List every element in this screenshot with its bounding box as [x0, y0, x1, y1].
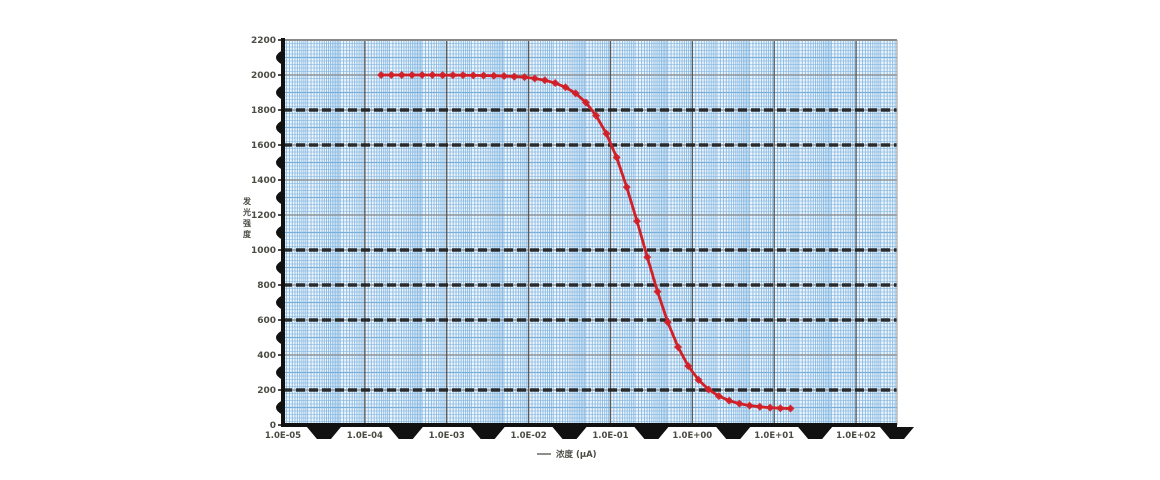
series-marker-diamond — [551, 79, 560, 88]
x-tick-label: 1.0E-02 — [510, 431, 546, 441]
y-tick-label: 800 — [257, 281, 276, 291]
series-marker-diamond — [377, 71, 386, 79]
x-major-tick — [634, 427, 669, 439]
series-marker-diamond — [735, 399, 744, 408]
y-axis-title: 强 — [243, 219, 251, 228]
series-marker-diamond — [633, 217, 642, 226]
y-major-tick — [276, 85, 282, 100]
y-tick-label: 1600 — [251, 141, 276, 151]
series-marker-diamond — [673, 342, 682, 351]
y-tick-label: 1800 — [251, 106, 276, 116]
series-marker-diamond — [766, 403, 775, 412]
x-tick-label: 1.0E-04 — [347, 431, 383, 441]
series-marker-diamond — [786, 404, 795, 413]
x-major-tick — [716, 427, 751, 439]
x-major-tick — [552, 427, 587, 439]
y-major-tick — [276, 155, 282, 170]
y-major-tick — [276, 365, 282, 380]
x-axis-title: 浓度 (μA) — [556, 449, 597, 460]
series-marker-diamond — [581, 98, 590, 107]
series-marker-diamond — [612, 153, 621, 162]
y-major-tick — [276, 295, 282, 310]
series-marker-diamond — [745, 401, 754, 410]
series-marker-diamond — [663, 318, 672, 327]
series-marker-diamond — [397, 71, 406, 79]
y-tick-label: 200 — [257, 386, 276, 396]
y-tick-label: 2000 — [251, 71, 276, 81]
y-tick-label: 1200 — [251, 211, 276, 221]
series-marker-diamond — [561, 83, 570, 92]
series-marker-diamond — [510, 72, 519, 81]
series-marker-diamond — [592, 111, 601, 120]
y-tick-label: 0 — [270, 421, 276, 431]
series-marker-diamond — [714, 392, 723, 401]
x-tick-label: 1.0E+00 — [672, 431, 712, 441]
series-marker-diamond — [643, 253, 652, 262]
series-marker-diamond — [438, 71, 447, 80]
y-tick-label: 400 — [257, 351, 276, 361]
x-major-tick — [388, 427, 423, 439]
y-axis-title: 度 — [243, 229, 252, 239]
x-tick-label: 1.0E-05 — [265, 431, 301, 441]
series-marker-diamond — [418, 71, 427, 79]
x-major-tick — [470, 427, 505, 439]
series-marker-diamond — [428, 71, 437, 79]
y-major-tick — [276, 330, 282, 345]
x-tick-label: 1.0E+01 — [754, 431, 794, 441]
y-tick-label: 600 — [257, 316, 276, 326]
y-major-tick — [276, 50, 282, 65]
series-marker-diamond — [469, 71, 478, 80]
series-marker-diamond — [387, 71, 396, 79]
series-marker-diamond — [500, 72, 509, 81]
series-marker-diamond — [407, 71, 416, 79]
series-marker-diamond — [489, 71, 498, 80]
series-marker-diamond — [694, 375, 703, 384]
series-marker-diamond — [755, 402, 764, 411]
series-marker-diamond — [776, 404, 785, 413]
x-tick-label: 1.0E-03 — [429, 431, 465, 441]
series-marker-diamond — [530, 74, 539, 83]
series-marker-diamond — [479, 71, 488, 80]
y-tick-label: 1400 — [251, 176, 276, 186]
series-marker-diamond — [622, 183, 631, 192]
series-marker-diamond — [653, 287, 662, 296]
y-tick-label: 1000 — [251, 246, 276, 256]
y-major-tick — [276, 400, 282, 415]
x-major-tick — [880, 427, 914, 439]
x-major-tick — [798, 427, 833, 439]
x-tick-label: 1.0E+02 — [836, 431, 876, 441]
series-marker-diamond — [448, 71, 457, 80]
x-major-tick — [306, 427, 341, 439]
series-marker-diamond — [684, 362, 693, 371]
y-major-tick — [276, 190, 282, 205]
y-axis-title: 光 — [242, 207, 251, 217]
y-major-tick — [276, 260, 282, 275]
y-tick-label: 2200 — [251, 36, 276, 46]
series-marker-diamond — [571, 89, 580, 98]
x-tick-label: 1.0E-01 — [592, 431, 628, 441]
series-marker-diamond — [540, 76, 549, 85]
series-marker-diamond — [520, 73, 529, 82]
y-major-tick — [276, 225, 282, 240]
series-marker-diamond — [458, 71, 467, 80]
series-marker-diamond — [725, 396, 734, 405]
series-marker-diamond — [602, 129, 611, 138]
y-major-tick — [276, 120, 282, 135]
y-axis-title: 发 — [242, 196, 252, 206]
series-marker-diamond — [704, 385, 713, 394]
